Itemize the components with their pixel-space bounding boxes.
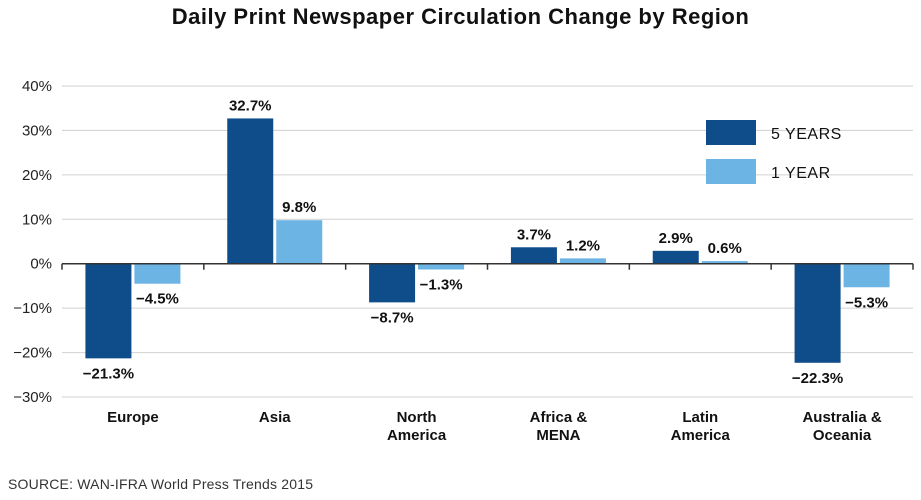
y-tick-label: 0%: [30, 256, 52, 273]
source-note: SOURCE: WAN-IFRA World Press Trends 2015: [8, 476, 313, 492]
y-axis-ticks: −30% −20% −10% 0% 10% 20% 30% 40%: [13, 78, 52, 406]
bar: [559, 258, 606, 264]
data-label: −21.3%: [83, 365, 134, 382]
category-label: Africa &: [530, 409, 588, 426]
category-label: Australia &: [802, 409, 881, 426]
data-label: −5.3%: [845, 294, 888, 311]
legend-swatch: [706, 120, 756, 145]
category-label: Latin: [682, 409, 718, 426]
bar: [794, 263, 841, 363]
data-label: −4.5%: [136, 291, 179, 308]
legend-swatch: [706, 159, 756, 184]
y-tick-label: −30%: [13, 389, 52, 406]
data-label: 9.8%: [282, 199, 316, 216]
bar: [418, 263, 465, 270]
y-tick-label: 10%: [22, 211, 52, 228]
bar-chart: −30% −20% −10% 0% 10% 20% 30% 40% −21.3% −4.5% 32…: [13, 78, 914, 444]
bar: [227, 118, 274, 264]
bar: [843, 263, 890, 288]
y-tick-label: 20%: [22, 167, 52, 184]
category-label: Oceania: [813, 427, 872, 444]
data-label: 0.6%: [708, 240, 742, 257]
legend: 5 YEARS 1 YEAR: [706, 120, 842, 184]
data-label: −22.3%: [792, 370, 843, 387]
data-label: 2.9%: [659, 230, 693, 247]
bar: [369, 263, 416, 303]
data-labels: −21.3% −4.5% 32.7% 9.8% −8.7% −1.3% 3.7% 1.2% 2.…: [83, 97, 888, 386]
data-label: 32.7%: [229, 97, 272, 114]
y-tick-label: 30%: [22, 122, 52, 139]
bars: [85, 118, 890, 363]
source-text: WAN-IFRA World Press Trends 2015: [73, 476, 314, 492]
bar: [85, 263, 132, 359]
data-label: −1.3%: [420, 276, 463, 293]
bar: [510, 247, 557, 264]
bar: [276, 220, 323, 264]
category-label: North: [397, 409, 437, 426]
bar: [134, 263, 181, 284]
category-label: America: [387, 427, 447, 444]
category-label: Europe: [107, 409, 159, 426]
data-label: 1.2%: [566, 237, 600, 254]
y-tick-label: 40%: [22, 78, 52, 95]
data-label: −8.7%: [371, 309, 414, 326]
data-label: 3.7%: [517, 226, 551, 243]
legend-label: 5 YEARS: [771, 126, 842, 143]
source-label: SOURCE:: [8, 476, 74, 492]
y-tick-label: −10%: [13, 300, 52, 317]
bar: [701, 261, 748, 264]
bar: [652, 250, 699, 264]
category-label: America: [671, 427, 731, 444]
legend-label: 1 YEAR: [771, 165, 831, 182]
y-tick-label: −20%: [13, 345, 52, 362]
x-axis: [61, 262, 914, 270]
chart-title: Daily Print Newspaper Circulation Change…: [171, 4, 750, 29]
category-label: Asia: [259, 409, 291, 426]
category-label: MENA: [536, 427, 580, 444]
